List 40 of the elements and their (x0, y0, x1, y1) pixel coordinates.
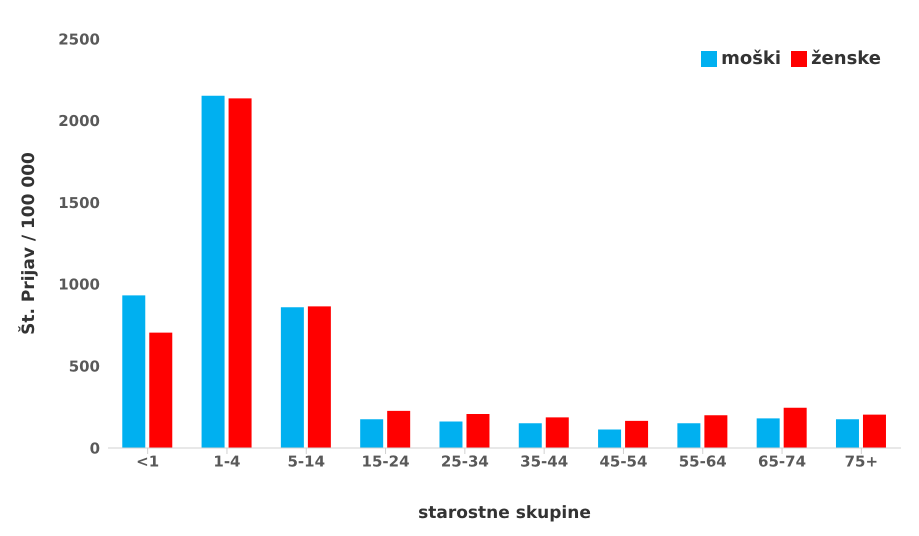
bar (122, 295, 146, 448)
x-tick-label: <1 (136, 452, 160, 471)
bar (784, 408, 807, 448)
y-tick-label: 2500 (58, 30, 100, 48)
x-tick-label: 5-14 (287, 452, 326, 471)
x-tick-label: 25-34 (440, 452, 489, 471)
bar (836, 419, 859, 448)
legend-label: moški (721, 48, 782, 69)
bar (387, 410, 410, 448)
y-tick-label: 0 (90, 439, 100, 458)
y-tick-label: 500 (68, 358, 100, 376)
bar (280, 307, 304, 448)
y-axis-title: Št. Prijav / 100 000 (18, 152, 40, 335)
x-tick-label: 15-24 (362, 452, 410, 471)
y-tick-label: 1500 (58, 194, 100, 212)
bar (704, 415, 728, 448)
bar (202, 96, 225, 448)
bar (149, 332, 172, 448)
y-tick-label: 1000 (58, 276, 100, 294)
legend-label: ženske (811, 48, 881, 69)
bar (228, 98, 252, 448)
bar (439, 421, 462, 448)
x-tick-label: 35-44 (520, 452, 568, 471)
x-tick-label: 45-54 (599, 452, 648, 471)
bar (546, 417, 569, 448)
bar (677, 423, 700, 448)
x-tick-label: 75+ (844, 452, 878, 471)
x-tick-label: 55-64 (678, 452, 727, 471)
bar (625, 420, 648, 448)
bar (466, 414, 490, 448)
bar (360, 419, 384, 448)
bar (862, 414, 886, 448)
y-tick-label: 2000 (58, 112, 100, 130)
bar (308, 306, 331, 448)
x-tick-label: 65-74 (758, 452, 806, 471)
bar (598, 430, 622, 448)
x-axis-title: starostne skupine (418, 503, 591, 523)
x-tick-label: 1-4 (213, 452, 241, 471)
bar (756, 418, 780, 448)
bar (518, 423, 542, 448)
